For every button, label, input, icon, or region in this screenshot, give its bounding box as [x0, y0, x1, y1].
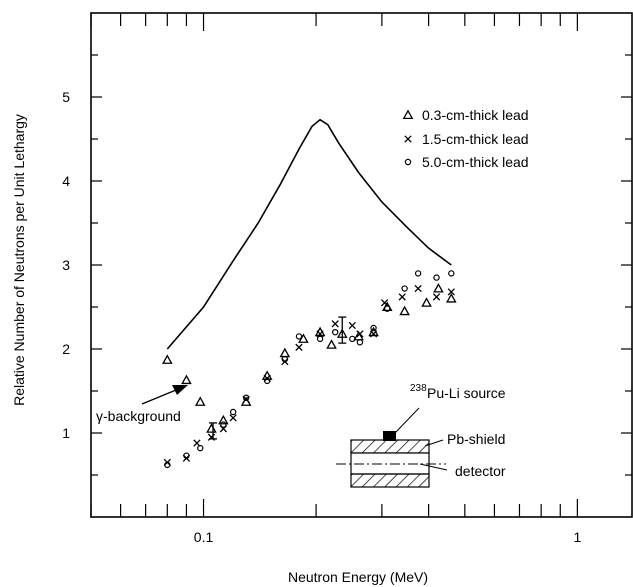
- series-2-point: [433, 274, 440, 281]
- series-2-point: [242, 394, 250, 401]
- pb-shield-top: [350, 439, 430, 454]
- y-tick-label: 1: [62, 425, 70, 441]
- series-0-point: [194, 396, 206, 406]
- series-2-point: [316, 335, 324, 343]
- pb-shield-bottom: [350, 473, 430, 488]
- gamma-arrow-line: [141, 389, 177, 405]
- y-tick-label: 4: [62, 173, 70, 189]
- series-2-point: [414, 270, 422, 277]
- y-tick-label: 5: [62, 89, 70, 105]
- legend-markers: [402, 109, 414, 166]
- gamma-arrow-head: [172, 385, 188, 395]
- y-tick-label: 3: [62, 257, 70, 273]
- gamma-background-label: γ-background: [96, 408, 181, 424]
- series-1-point: [348, 321, 356, 330]
- error-bars: [208, 316, 347, 440]
- series-1-point: [369, 330, 378, 338]
- series-2-point: [401, 285, 408, 292]
- series-1-point: [432, 293, 441, 301]
- series-0-point: [206, 423, 217, 433]
- detector-label: detector: [455, 463, 506, 479]
- series-0-point: [218, 414, 229, 425]
- detector-leader: [419, 463, 448, 471]
- series-2-point: [281, 355, 289, 363]
- y-axis-title: Relative Number of Neutrons per Unit Let…: [11, 114, 27, 406]
- series-0-point: [399, 305, 410, 316]
- series-1-point: [356, 330, 364, 338]
- series-0-point: [162, 354, 173, 364]
- tick-labels: 0.1 1 1 2 3 4 5: [62, 89, 581, 545]
- series-0-point: [421, 297, 432, 307]
- series-2-point: [448, 270, 455, 277]
- series-0-point: [279, 347, 291, 358]
- spectrum-curve: [166, 118, 452, 350]
- gamma-background-annotation: γ-background: [96, 385, 188, 424]
- setup-inset: 238 Pu-Li source Pb-shield detector: [336, 383, 506, 488]
- x-tick-label: 0.1: [194, 529, 214, 545]
- series-2-point: [384, 305, 391, 312]
- legend-marker-2: [404, 158, 412, 166]
- legend: 0.3-cm-thick lead 1.5-cm-thick lead 5.0-…: [402, 107, 529, 170]
- series-0-point: [445, 293, 457, 303]
- series-2-point: [349, 335, 356, 343]
- series-1-point: [398, 293, 406, 301]
- series-2-point: [356, 339, 364, 346]
- series-2-point: [183, 452, 190, 459]
- series-1-point: [380, 299, 389, 307]
- legend-label-1: 1.5-cm-thick lead: [422, 131, 529, 147]
- series-0-point: [433, 282, 444, 293]
- series-1-point: [414, 284, 422, 293]
- x-tick-label: 1: [573, 529, 581, 545]
- series-1-point: [295, 343, 303, 351]
- source-leader: [394, 407, 420, 434]
- legend-label-2: 5.0-cm-thick lead: [422, 154, 529, 170]
- x-axis-title: Neutron Energy (MeV): [288, 569, 428, 585]
- shield-leader: [424, 439, 444, 447]
- series-1-point: [316, 330, 324, 338]
- series-2-point: [263, 377, 271, 385]
- data-markers: [162, 270, 457, 469]
- series-2-point: [220, 421, 227, 428]
- series-2-point: [197, 444, 204, 452]
- series-0-point: [326, 339, 337, 349]
- series-0-point: [181, 374, 192, 385]
- source-block: [383, 431, 396, 441]
- series-2-point: [229, 408, 237, 416]
- shield-label: Pb-shield: [447, 431, 505, 447]
- source-label: Pu-Li source: [427, 385, 506, 401]
- series-2-point: [295, 333, 303, 340]
- series-2-point: [331, 329, 339, 336]
- legend-marker-1: [404, 135, 412, 143]
- legend-label-0: 0.3-cm-thick lead: [422, 107, 529, 123]
- y-tick-label: 2: [62, 341, 70, 357]
- axis-ticks: [90, 13, 632, 517]
- legend-marker-0: [402, 109, 414, 120]
- series-1-point: [331, 320, 339, 328]
- series-2-point: [370, 324, 377, 332]
- series-1-point: [229, 414, 237, 422]
- source-superscript: 238: [410, 383, 427, 394]
- series-1-point: [447, 288, 455, 296]
- series-2-point: [164, 461, 171, 469]
